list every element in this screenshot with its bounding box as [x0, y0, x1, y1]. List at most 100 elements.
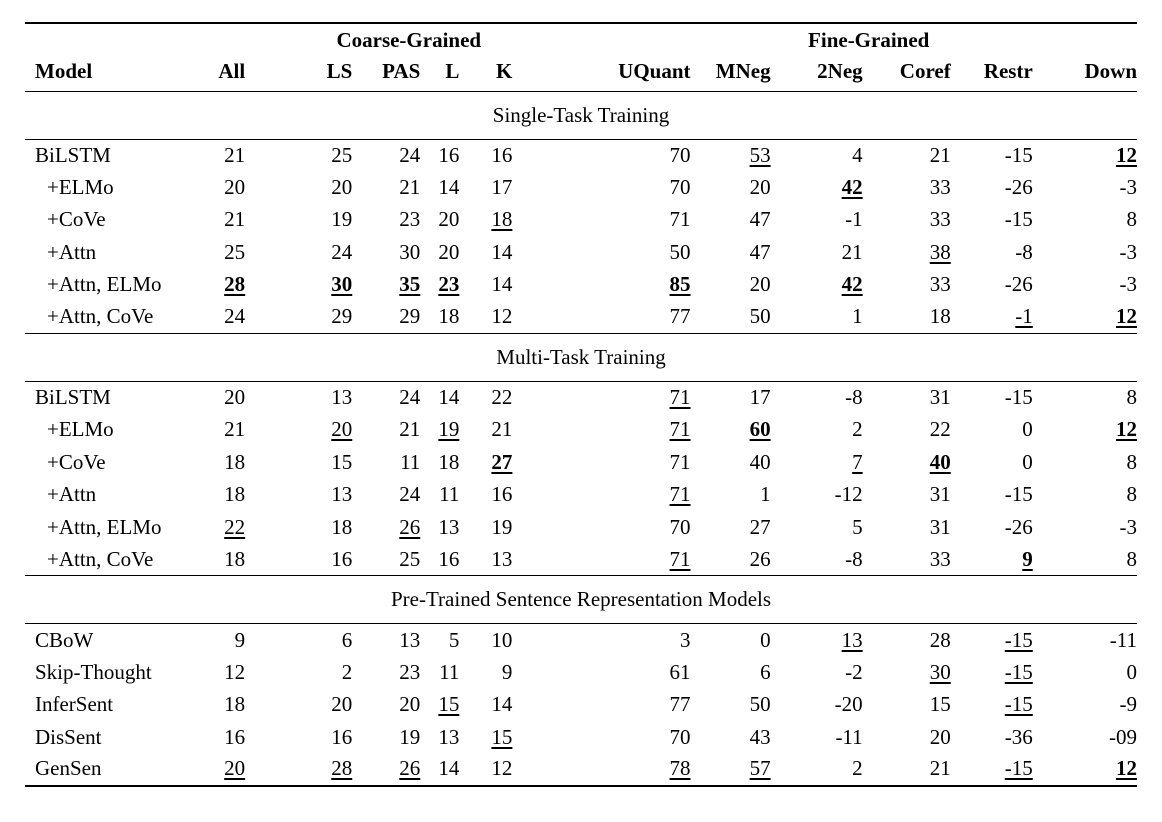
value-l: 18 [420, 446, 459, 478]
value-2neg: 5 [771, 511, 863, 543]
value-mneg: 47 [691, 236, 771, 268]
table-row: BiLSTM 21 25 24 16 16 70 53 4 21 -15 12 [25, 139, 1137, 171]
value-k: 9 [459, 656, 513, 688]
value-down: 8 [1033, 446, 1138, 478]
cell-value: 3 [680, 627, 691, 652]
cell-value: 12 [491, 756, 513, 781]
cell-value: 16 [438, 546, 460, 571]
value-all: 22 [185, 511, 245, 543]
value-2neg: 2 [771, 414, 863, 446]
cell-value: 20 [224, 756, 246, 781]
value-all: 18 [185, 543, 245, 575]
cell-value: 50 [749, 304, 771, 329]
cell-value: 33 [929, 546, 951, 571]
cell-value: -12 [834, 482, 863, 507]
cell-value: 6 [760, 659, 771, 684]
value-coref: 31 [863, 511, 951, 543]
section-title: Single-Task Training [25, 90, 1137, 140]
cell-value: 71 [669, 482, 691, 507]
model-label: +CoVe [47, 449, 106, 474]
column-header-ls: LS [326, 59, 353, 84]
cell-value: 12 [1116, 756, 1137, 781]
value-ls: 2 [245, 656, 353, 688]
cell-value: -26 [1004, 272, 1033, 297]
model-label: DisSent [35, 724, 102, 749]
value-2neg: -12 [771, 479, 863, 511]
value-uquant: 71 [512, 543, 691, 575]
cell-value: 20 [929, 724, 951, 749]
value-restr: 0 [951, 414, 1033, 446]
cell-value: 13 [399, 627, 421, 652]
value-all: 25 [185, 236, 245, 268]
table-row: +Attn 18 13 24 11 16 71 1 -12 31 -15 8 [25, 479, 1137, 511]
value-down: 8 [1033, 479, 1138, 511]
model-label: Skip-Thought [35, 659, 152, 684]
cell-value: -3 [1119, 272, 1138, 297]
value-all: 9 [185, 624, 246, 656]
value-restr: -26 [951, 171, 1033, 203]
value-ls: 29 [245, 301, 352, 333]
cell-value: 16 [438, 142, 460, 167]
model-label: +ELMo [47, 175, 114, 200]
value-pas: 20 [352, 688, 420, 720]
cell-value: 20 [399, 692, 421, 717]
cell-value: -3 [1119, 239, 1138, 264]
value-ls: 6 [245, 624, 353, 656]
value-all: 18 [185, 479, 245, 511]
column-header-all: All [218, 59, 246, 84]
cell-value: 20 [749, 175, 771, 200]
group-header-row: Coarse-Grained Fine-Grained [25, 23, 1137, 53]
cell-value: 24 [331, 239, 353, 264]
cell-value: 15 [438, 692, 460, 717]
model-label: +Attn, CoVe [47, 546, 154, 571]
cell-value: -15 [1004, 627, 1033, 652]
table-row: +CoVe 18 15 11 18 27 71 40 7 40 0 8 [25, 446, 1137, 478]
cell-value: 21 [841, 239, 863, 264]
value-coref: 21 [863, 753, 951, 785]
cell-value: 29 [399, 304, 421, 329]
value-pas: 30 [352, 236, 420, 268]
value-mneg: 50 [691, 301, 771, 333]
cell-value: 9 [501, 659, 513, 684]
value-mneg: 1 [691, 479, 771, 511]
value-k: 10 [459, 624, 512, 656]
cell-value: 70 [669, 724, 691, 749]
cell-value: 12 [1116, 304, 1137, 329]
value-restr: -26 [951, 269, 1033, 301]
value-2neg: 42 [771, 269, 863, 301]
model-label: +CoVe [47, 207, 106, 232]
value-mneg: 47 [691, 204, 771, 236]
value-coref: 33 [863, 171, 951, 203]
cell-value: 22 [224, 514, 246, 539]
cell-value: 71 [669, 546, 691, 571]
value-k: 15 [459, 721, 512, 753]
cell-value: 77 [669, 692, 691, 717]
cell-value: 31 [929, 514, 951, 539]
value-ls: 13 [245, 479, 352, 511]
cell-value: 13 [841, 627, 863, 652]
value-pas: 29 [352, 301, 420, 333]
value-down: 12 [1033, 301, 1137, 333]
value-pas: 35 [352, 269, 420, 301]
model-label: +Attn [47, 239, 97, 264]
value-ls: 13 [245, 381, 352, 413]
cell-value: 10 [491, 627, 513, 652]
cell-value: 12 [1116, 417, 1137, 442]
value-mneg: 60 [691, 414, 771, 446]
value-2neg: 4 [771, 139, 863, 171]
cell-value: -1 [845, 207, 863, 232]
table-row: +Attn, CoVe 18 16 25 16 13 71 26 -8 33 9 8 [25, 543, 1137, 575]
value-down: -3 [1033, 269, 1138, 301]
table-row: +Attn, ELMo 22 18 26 13 19 70 27 5 31 -26 -3 [25, 511, 1137, 543]
cell-value: 38 [929, 239, 951, 264]
value-2neg: 2 [771, 753, 863, 785]
cell-value: 78 [669, 756, 691, 781]
table-row: DisSent 16 16 19 13 15 70 43 -11 20 -36 -09 [25, 721, 1137, 753]
cell-value: 24 [399, 385, 421, 410]
value-pas: 26 [352, 753, 420, 785]
value-l: 16 [420, 139, 459, 171]
section-title: Multi-Task Training [25, 332, 1137, 382]
cell-value: -15 [1004, 142, 1033, 167]
value-restr: -26 [951, 511, 1033, 543]
cell-value: -3 [1119, 175, 1138, 200]
